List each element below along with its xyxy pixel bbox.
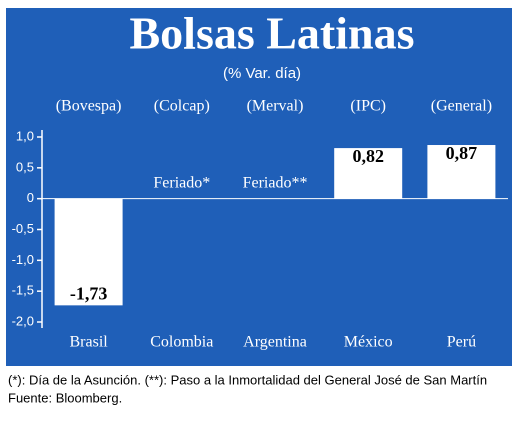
index-label: (Merval): [247, 98, 304, 115]
bar: [334, 148, 403, 199]
footnote: (*): Día de la Asunción. (**): Paso a la…: [8, 372, 487, 387]
source: Fuente: Bloomberg.: [8, 390, 122, 405]
index-label: (IPC): [350, 98, 386, 115]
y-tick-label: 0: [27, 190, 34, 205]
value-label: Feriado**: [243, 174, 308, 191]
value-label: -1,73: [70, 283, 108, 303]
y-tick-label: -0,5: [12, 221, 34, 236]
value-label: 0,87: [446, 143, 478, 163]
value-label: Feriado*: [153, 174, 210, 191]
y-tick-label: -1,5: [12, 283, 34, 298]
y-tick-label: 0,5: [16, 159, 34, 174]
index-label: (Bovespa): [56, 98, 122, 115]
y-tick-label: 1,0: [16, 128, 34, 143]
x-tick-label: México: [344, 334, 393, 351]
value-label: 0,82: [352, 146, 384, 166]
x-tick-label: Brasil: [69, 334, 108, 351]
chart-subtitle: (% Var. día): [223, 65, 301, 82]
x-tick-label: Perú: [447, 334, 476, 351]
chart-title: Bolsas Latinas: [129, 8, 414, 59]
index-label: (General): [431, 98, 492, 115]
x-tick-label: Colombia: [150, 334, 213, 351]
index-label: (Colcap): [154, 98, 210, 115]
bar: [54, 198, 123, 306]
bar: [427, 145, 496, 199]
x-tick-label: Argentina: [243, 334, 307, 351]
y-tick-label: -2,0: [12, 313, 34, 328]
y-tick-label: -1,0: [12, 252, 34, 267]
